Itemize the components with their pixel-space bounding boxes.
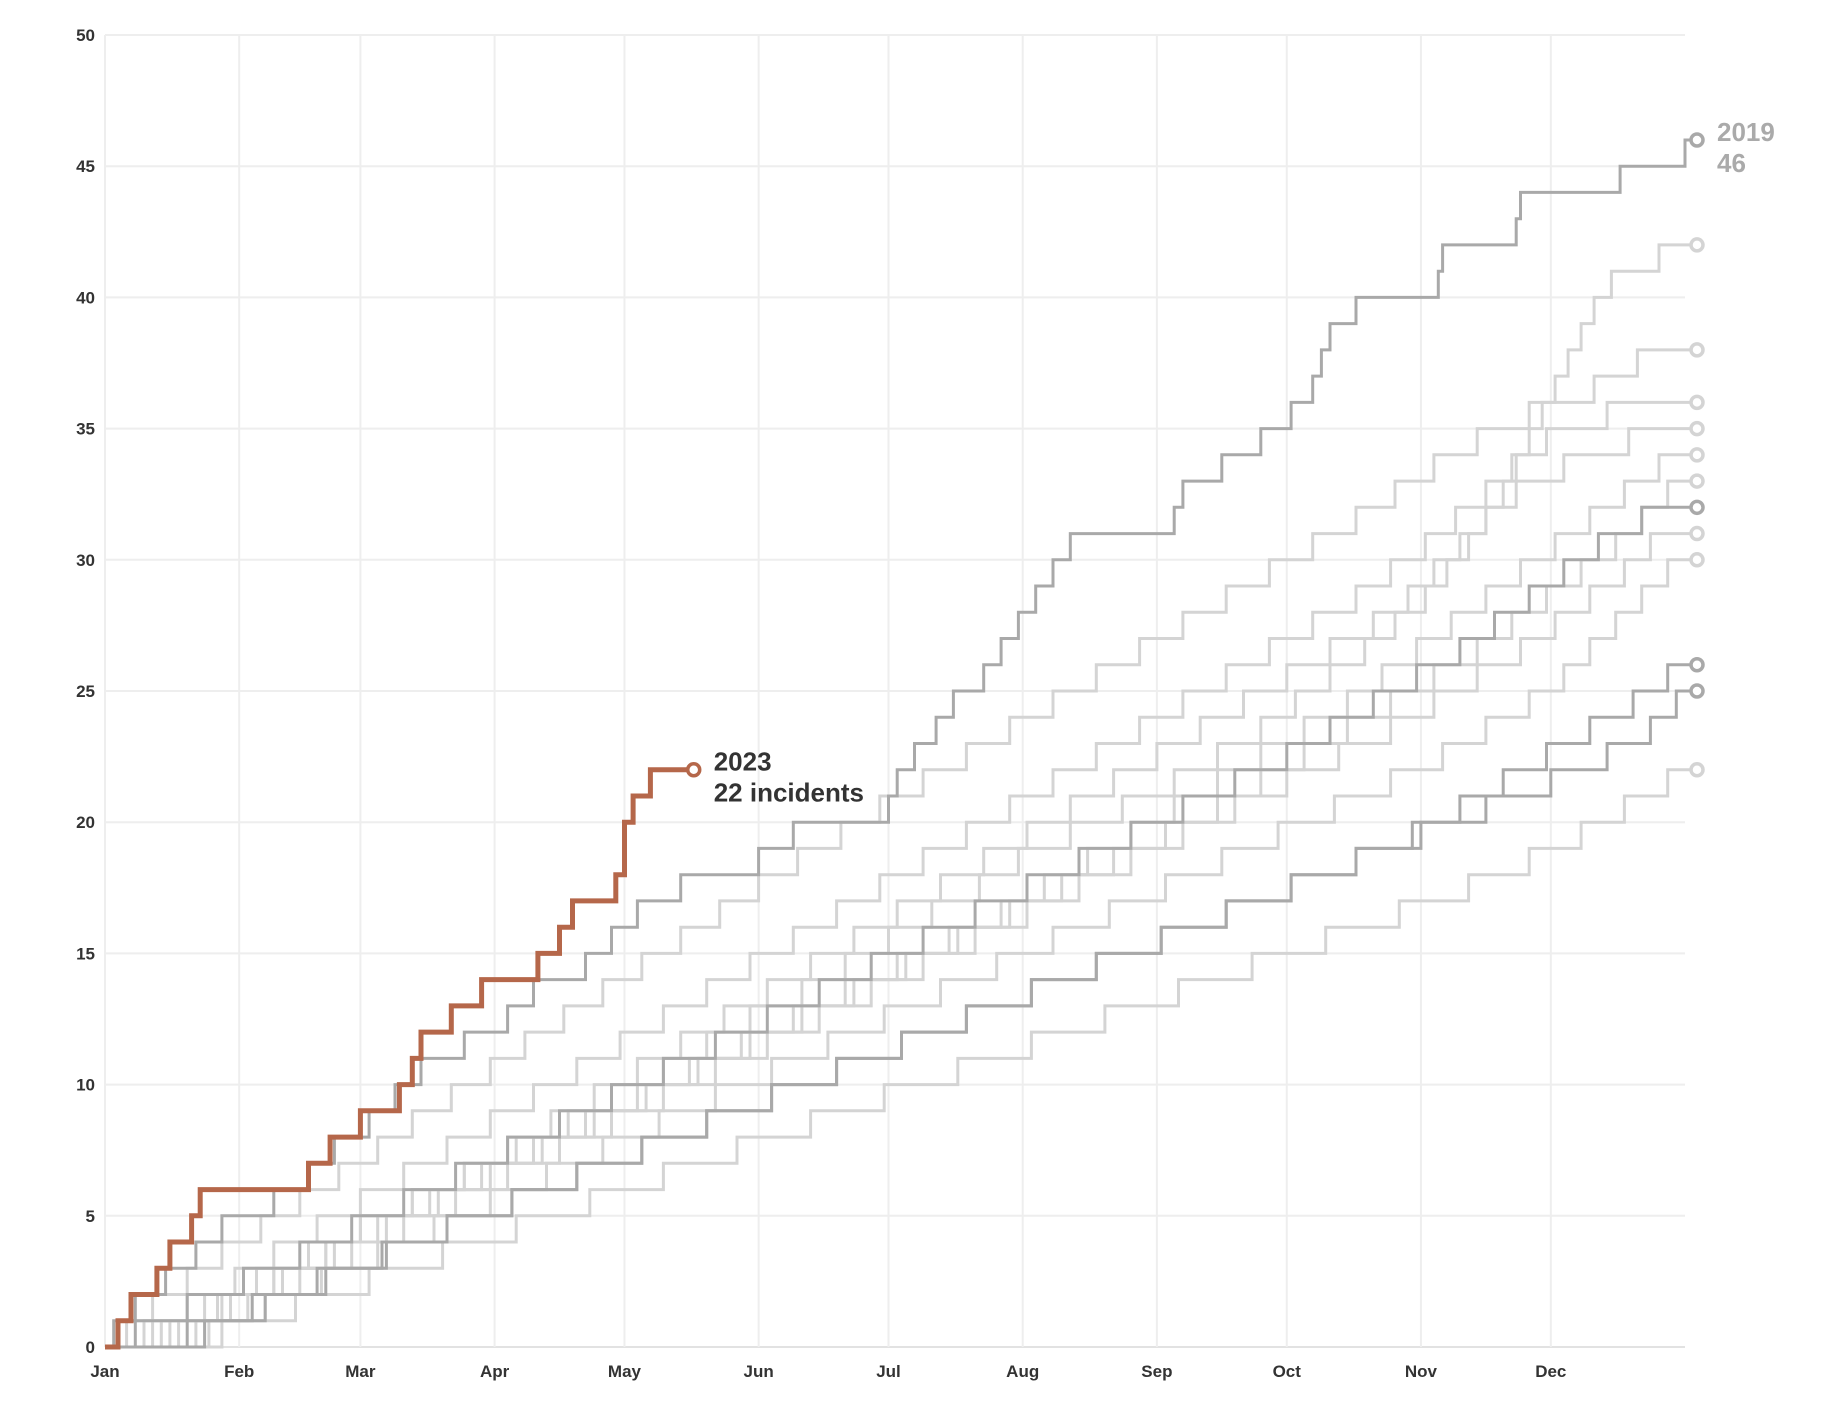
series-end-marker: [685, 761, 702, 778]
series-end-marker: [1689, 447, 1705, 463]
y-tick-label: 25: [76, 682, 95, 701]
series-end-marker: [1689, 657, 1705, 673]
series-end-marker: [1689, 761, 1705, 778]
y-tick-label: 20: [76, 813, 95, 832]
x-tick-label: Oct: [1273, 1362, 1302, 1381]
series-lines: [105, 132, 1705, 1350]
annotation-title: 2019: [1717, 117, 1775, 147]
series-line: [105, 505, 1697, 1349]
x-tick-label: Dec: [1535, 1362, 1566, 1381]
y-tick-label: 35: [76, 420, 95, 439]
y-tick-label: 0: [86, 1338, 95, 1357]
x-tick-label: Mar: [345, 1362, 376, 1381]
series-end-marker: [1689, 552, 1705, 568]
x-tick-label: Jan: [90, 1362, 119, 1381]
series-line: [105, 348, 1697, 1349]
y-tick-label: 40: [76, 288, 95, 307]
series-end-marker: [1689, 683, 1705, 699]
y-tick-label: 5: [86, 1207, 95, 1226]
y-tick-label: 10: [76, 1076, 95, 1095]
x-axis-ticks: Jan Feb Mar Apr May Jun Jul Aug Sep Oct Nov Dec: [90, 1362, 1566, 1381]
series-line: [105, 558, 1697, 1349]
y-tick-label: 45: [76, 157, 95, 176]
series-line: [105, 427, 1697, 1349]
series-end-marker: [1689, 473, 1705, 489]
x-tick-label: Nov: [1405, 1362, 1438, 1381]
y-axis-ticks: 0 5 10 15 20 25 30 35 40 45 50: [76, 26, 95, 1357]
x-tick-label: Jul: [876, 1362, 901, 1381]
x-tick-label: Sep: [1141, 1362, 1172, 1381]
y-tick-label: 15: [76, 944, 95, 963]
series-end-marker: [1689, 394, 1705, 411]
y-tick-label: 50: [76, 26, 95, 45]
series-end-marker: [1689, 132, 1705, 148]
series-line: [105, 689, 1697, 1349]
series-end-marker: [1689, 342, 1705, 358]
series-line: [105, 768, 1697, 1349]
series-end-marker: [1689, 525, 1705, 542]
series-line: [105, 532, 1697, 1349]
x-tick-label: May: [608, 1362, 642, 1381]
series-line: [105, 479, 1697, 1349]
annotation-value: 46: [1717, 148, 1746, 178]
series-end-marker: [1689, 237, 1705, 253]
series-end-marker: [1689, 499, 1705, 516]
series-line: [105, 400, 1697, 1349]
x-tick-label: Apr: [480, 1362, 510, 1381]
series-end-marker: [1689, 420, 1705, 437]
annotation-title: 2023: [714, 747, 772, 777]
series-line: [105, 767, 694, 1350]
x-tick-label: Aug: [1006, 1362, 1039, 1381]
series-line: [105, 138, 1697, 1349]
x-tick-label: Jun: [744, 1362, 774, 1381]
x-tick-label: Feb: [224, 1362, 254, 1381]
y-tick-label: 30: [76, 551, 95, 570]
annotation-value: 22 incidents: [714, 778, 864, 808]
